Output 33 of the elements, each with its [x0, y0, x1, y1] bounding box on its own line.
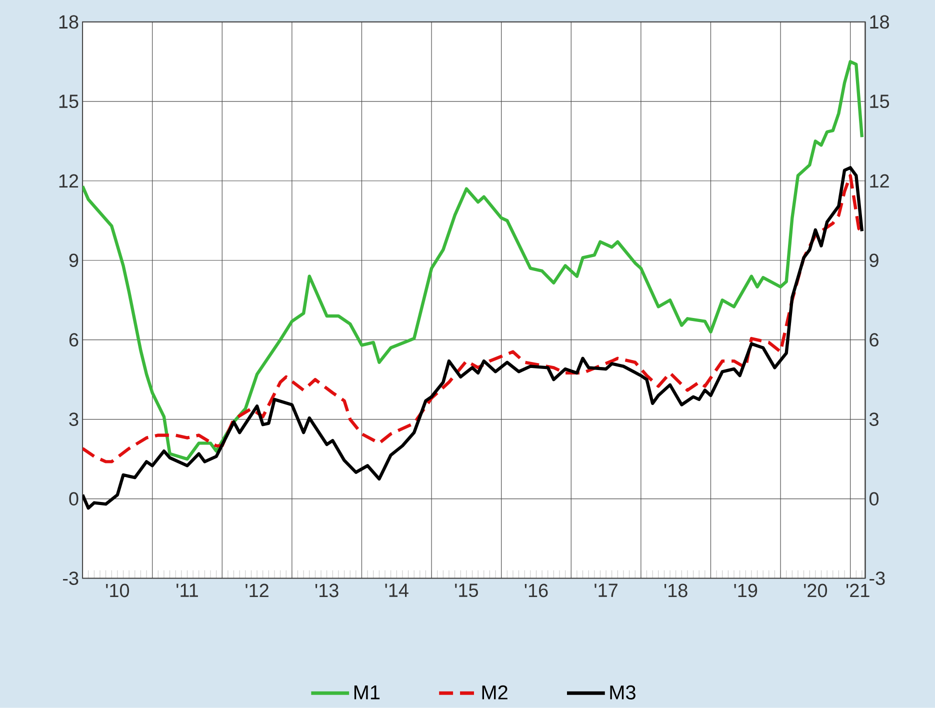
x-tick-label: '19	[734, 584, 758, 598]
x-tick-label: '13	[315, 584, 338, 598]
x-tick-label: '14	[385, 584, 408, 597]
y2-tick-label: 0	[869, 492, 879, 506]
y-tick-label: 18	[59, 15, 78, 29]
y2-tick-label: 9	[870, 254, 878, 268]
y2-tick-label: -3	[870, 572, 885, 586]
x-tick-label: '15	[455, 584, 478, 598]
line-series	[82, 60, 864, 461]
x-tick-label: '10	[106, 584, 130, 598]
x-tick-label: '17	[594, 584, 618, 597]
x-tick-label: '21	[846, 584, 870, 598]
y2-tick-label: 18	[870, 15, 889, 29]
legend-label: M2	[482, 685, 508, 700]
y2-tick-label: 12	[870, 174, 889, 188]
legend-label: M1	[354, 686, 380, 700]
y-tick-label: 12	[59, 174, 78, 188]
y-tick-label: 3	[69, 412, 78, 426]
y-tick-label: 15	[59, 94, 78, 108]
x-tick-label: '20	[804, 584, 828, 598]
legend-label: M3	[610, 685, 636, 700]
y-tick-label: 6	[69, 333, 78, 347]
y2-tick-label: 3	[869, 412, 878, 426]
y2-tick-label: 6	[870, 333, 878, 347]
x-tick-label: '18	[664, 584, 688, 598]
y-tick-label: 9	[69, 254, 78, 268]
y2-tick-label: 15	[870, 94, 890, 108]
x-tick-label: '12	[246, 584, 268, 598]
y-tick-label: -3	[63, 572, 78, 586]
x-tick-label: '16	[524, 584, 548, 598]
line-series	[82, 166, 864, 510]
y-tick-label: 0	[69, 492, 78, 506]
x-tick-label: '11	[176, 584, 198, 597]
